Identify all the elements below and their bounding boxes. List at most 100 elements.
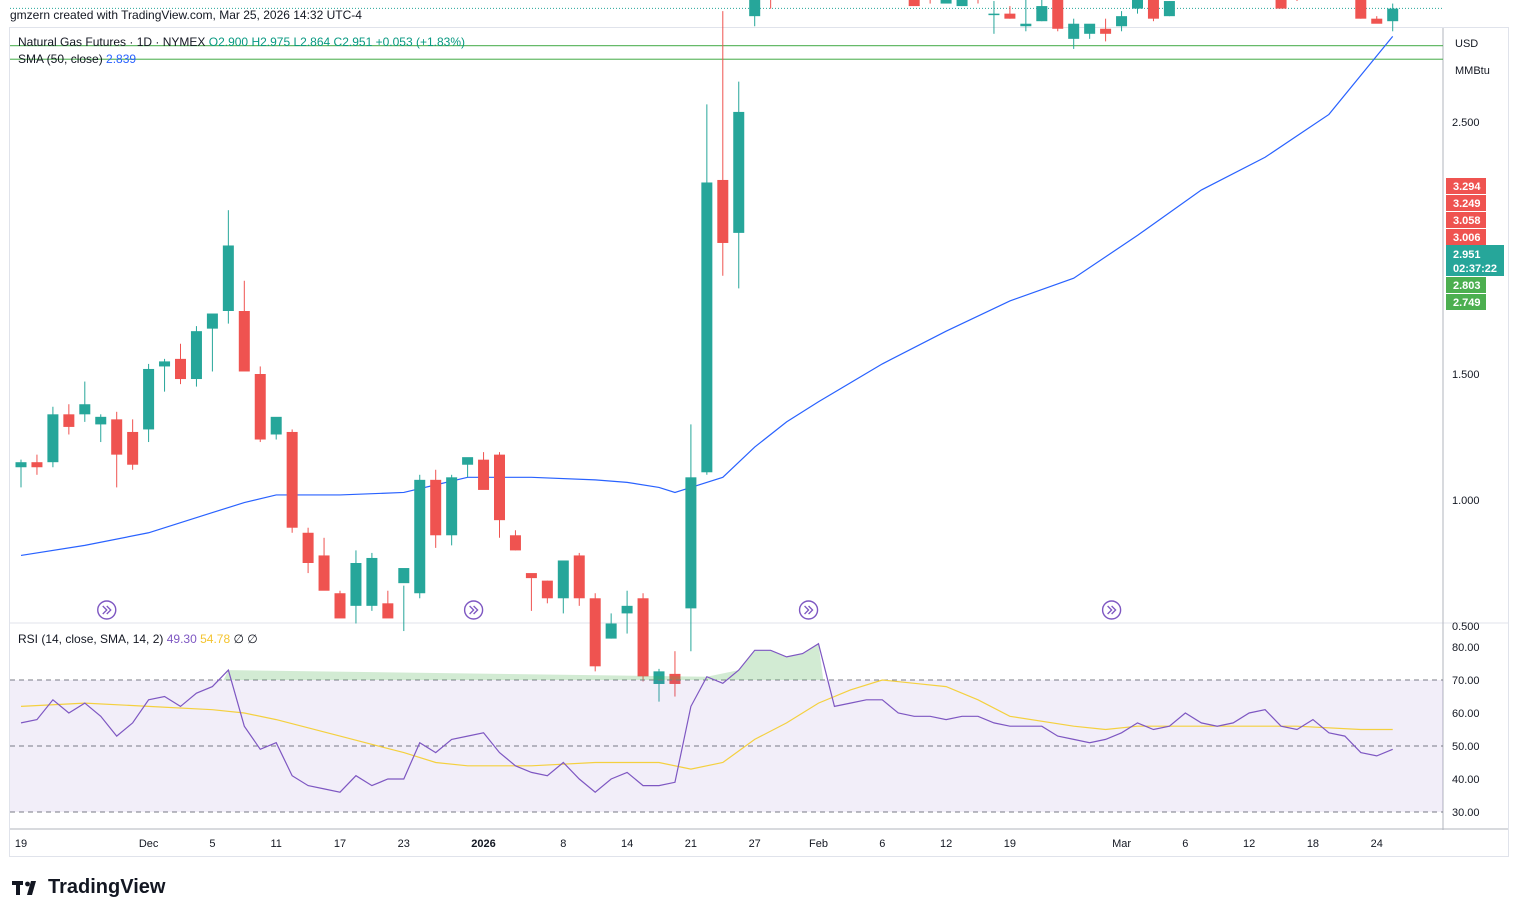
candle-body[interactable] [1068,23,1080,39]
candle-body[interactable] [525,573,537,579]
legend-high: H2.975 [251,35,291,49]
candle-body[interactable] [111,419,123,455]
support-level-tag[interactable] [1446,294,1486,310]
time-tick-label: 6 [879,838,885,850]
resistance-level-tag[interactable] [1446,229,1486,245]
sma-line[interactable] [20,35,1394,557]
candle-body[interactable] [1163,1,1175,17]
rsi-legend[interactable]: RSI (14, close, SMA, 14, 2) 49.30 54.78 … [18,632,258,646]
candle-body[interactable] [446,477,458,536]
candle-body[interactable] [79,404,91,415]
candle-body[interactable] [127,431,139,465]
resistance-level-tag-label: 3.058 [1453,215,1481,227]
candle-body[interactable] [573,555,585,599]
event-marker-arrow [1107,605,1117,615]
candle-body[interactable] [653,671,665,684]
time-tick-label: 23 [398,838,410,850]
time-tick-label: Dec [139,838,159,850]
candle-body[interactable] [366,557,378,606]
candle-body[interactable] [462,457,474,465]
chart-credit: gmzern created with TradingView.com, Mar… [10,8,362,22]
candle-body[interactable] [1116,16,1128,27]
candle-body[interactable] [334,593,346,619]
candle-body[interactable] [206,313,218,329]
candle-body[interactable] [47,414,59,463]
price-tick-label: 0.500 [1452,621,1480,633]
candle-body[interactable] [302,532,314,563]
candle-body[interactable] [15,462,27,468]
candle-body[interactable] [956,0,968,7]
candle-body[interactable] [1100,28,1112,34]
candle-body[interactable] [1036,6,1048,22]
time-tick-label: 17 [334,838,346,850]
candle-body[interactable] [1275,0,1287,9]
candle-body[interactable] [63,414,75,427]
candle-body[interactable] [669,673,681,684]
candle-body[interactable] [494,454,505,521]
candle-body[interactable] [95,416,107,425]
resistance-level-tag-label: 3.294 [1453,181,1481,193]
candle-body[interactable] [1147,0,1159,19]
candle-body[interactable] [382,603,394,619]
candle-body[interactable] [143,368,155,430]
candle-body[interactable] [605,623,617,639]
support-level-tag[interactable] [1446,277,1486,293]
candle-body[interactable] [398,568,410,584]
unit-label[interactable]: MMBtu [1455,65,1490,77]
candle-body[interactable] [222,245,234,311]
candle-body[interactable] [254,374,266,440]
rsi-legend-extra-2: ∅ [247,632,258,646]
candle-body[interactable] [1371,18,1383,24]
candle-body[interactable] [637,598,649,677]
candle-body[interactable] [159,361,171,367]
candle-body[interactable] [733,111,745,233]
event-marker-arrow [469,605,479,615]
currency-label[interactable]: USD [1455,38,1479,50]
candle-body[interactable] [701,182,713,473]
candle-body[interactable] [430,479,442,536]
candle-body[interactable] [589,598,601,667]
brand-logo[interactable]: TradingView [12,876,165,899]
bar-countdown-label: 02:37:22 [1453,263,1497,275]
candle-body[interactable] [940,0,952,4]
candle-body[interactable] [238,311,250,372]
candle-body[interactable] [350,563,362,606]
candle-body[interactable] [541,580,553,599]
last-price-tag[interactable] [1446,245,1504,276]
candle-body[interactable] [621,605,633,614]
candle-body[interactable] [286,431,298,528]
support-level-tag-label: 2.803 [1453,280,1481,292]
candle-body[interactable] [1084,23,1096,34]
rsi-legend-value: 49.30 [166,632,197,646]
candle-body[interactable] [685,477,697,609]
candle-body[interactable] [31,462,43,468]
resistance-level-tag[interactable] [1446,178,1486,194]
legend-symbol[interactable]: Natural Gas Futures · 1D · NYMEX [18,35,206,49]
candle-body[interactable] [509,535,521,551]
candle-body[interactable] [1132,0,1143,9]
rsi-line[interactable] [20,642,1393,793]
brand-name: TradingView [48,876,166,898]
candle-body[interactable] [988,13,1000,16]
time-tick-label: 8 [560,838,566,850]
candle-body[interactable] [414,479,426,594]
candle-body[interactable] [1052,0,1064,29]
candle-body[interactable] [1020,23,1032,27]
time-tick-label: 27 [749,838,761,850]
candle-body[interactable] [717,179,729,243]
candle-body[interactable] [190,331,202,380]
candle-body[interactable] [908,0,920,7]
candle-body[interactable] [749,0,761,17]
candle-body[interactable] [557,560,569,599]
candle-body[interactable] [270,416,282,435]
resistance-level-tag[interactable] [1446,195,1486,211]
candle-body[interactable] [175,358,186,380]
candle-body[interactable] [1004,13,1016,19]
resistance-level-tag[interactable] [1446,212,1486,228]
sma-legend[interactable]: SMA (50, close) 2.839 [18,52,136,66]
candle-body[interactable] [318,555,330,591]
candle-body[interactable] [1387,8,1399,22]
candle-body[interactable] [478,459,490,490]
candle-body[interactable] [1355,0,1367,19]
